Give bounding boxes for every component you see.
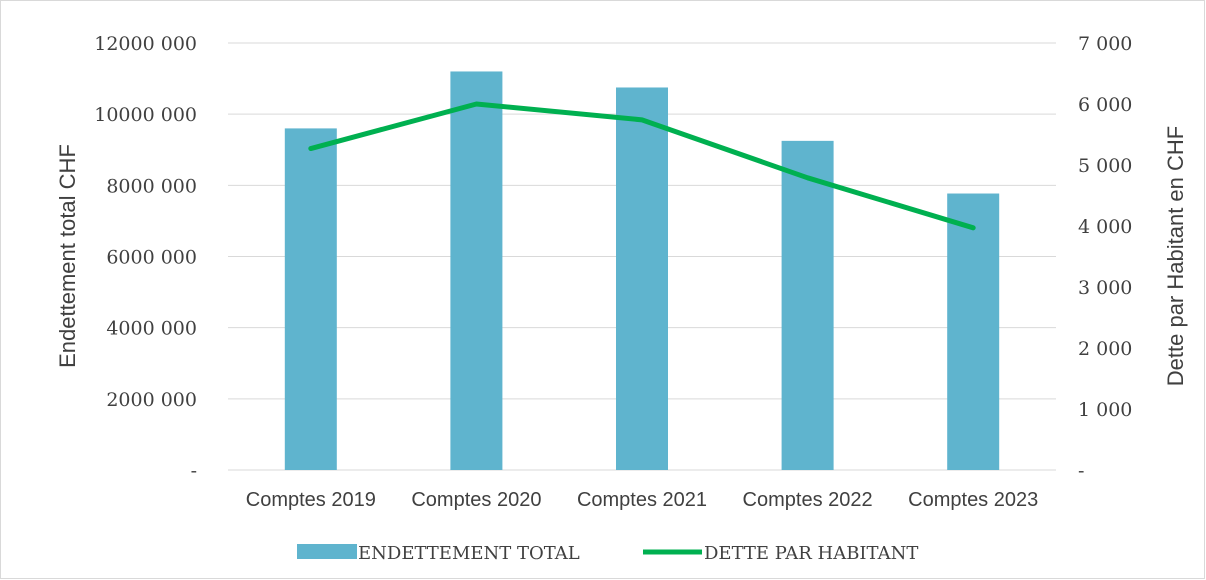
line-series-dette-par-habitant bbox=[308, 101, 976, 231]
right-axis-ticks: - 1 000 2 000 3 000 4 000 5 000 6 000 7 000 bbox=[1078, 33, 1132, 482]
left-tick-label: - bbox=[191, 460, 197, 482]
legend-label-dette-par-habitant: DETTE PAR HABITANT bbox=[704, 543, 918, 564]
bar-endettement-total bbox=[781, 140, 834, 470]
bar-endettement-total bbox=[450, 71, 503, 470]
legend-swatch-endettement-total bbox=[297, 544, 357, 559]
left-tick-label: 6000 000 bbox=[106, 247, 197, 269]
left-tick-label: 8000 000 bbox=[106, 175, 197, 197]
bar-endettement-total bbox=[284, 128, 337, 470]
right-tick-label: 6 000 bbox=[1078, 94, 1132, 116]
category-label: Comptes 2021 bbox=[577, 489, 707, 511]
legend-label-endettement-total: ENDETTEMENT TOTAL bbox=[358, 543, 580, 564]
right-tick-label: - bbox=[1078, 460, 1084, 482]
category-label: Comptes 2022 bbox=[743, 489, 873, 511]
left-tick-label: 2000 000 bbox=[106, 389, 197, 411]
bar-series-endettement-total bbox=[284, 71, 1000, 471]
category-label: Comptes 2019 bbox=[246, 489, 376, 511]
left-tick-label: 12000 000 bbox=[94, 33, 197, 55]
left-axis-title: Endettement total CHF bbox=[55, 144, 80, 368]
right-tick-label: 5 000 bbox=[1078, 155, 1132, 177]
category-label: Comptes 2023 bbox=[908, 489, 1038, 511]
bar-endettement-total bbox=[616, 87, 668, 471]
left-tick-label: 4000 000 bbox=[106, 318, 197, 340]
left-axis-ticks: - 2000 000 4000 000 6000 000 8000 000 10000 0… bbox=[94, 33, 197, 482]
left-tick-label: 10000 000 bbox=[94, 104, 197, 126]
category-labels: Comptes 2019 Comptes 2020 Comptes 2021 Comp… bbox=[246, 489, 1038, 511]
right-axis-title: Dette par Habitant en CHF bbox=[1163, 126, 1188, 386]
category-label: Comptes 2020 bbox=[411, 489, 541, 511]
legend: ENDETTEMENT TOTAL DETTE PAR HABITANT bbox=[297, 543, 918, 564]
right-tick-label: 7 000 bbox=[1078, 33, 1132, 55]
bar-endettement-total bbox=[947, 193, 1000, 470]
right-tick-label: 1 000 bbox=[1078, 399, 1132, 421]
right-tick-label: 4 000 bbox=[1078, 216, 1132, 238]
right-tick-label: 3 000 bbox=[1078, 277, 1132, 299]
right-tick-label: 2 000 bbox=[1078, 338, 1132, 360]
